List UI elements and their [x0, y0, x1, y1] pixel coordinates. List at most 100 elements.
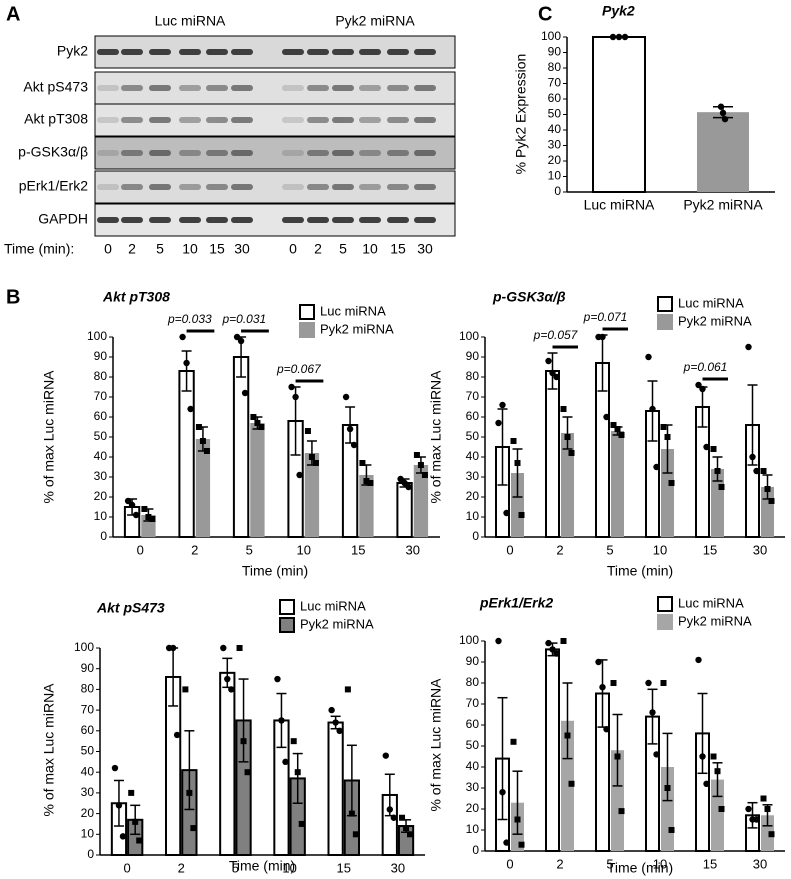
y-tick-label: 50 [94, 429, 108, 443]
data-point [549, 369, 556, 377]
data-point [717, 103, 725, 110]
y-tick-label: 20 [548, 153, 562, 167]
y-tick-label: 30 [466, 469, 480, 483]
time-value: 15 [390, 241, 406, 257]
x-tick-label: 30 [391, 860, 405, 875]
x-tick-label: 30 [753, 856, 767, 871]
data-point [403, 825, 410, 832]
x-tick-label: 30 [753, 542, 767, 557]
blot-band [231, 184, 253, 190]
data-point [745, 805, 752, 813]
blot-row-label: p-GSK3α/β [18, 144, 88, 160]
x-tick-label: 2 [191, 542, 198, 557]
bar [304, 453, 320, 537]
data-point [233, 333, 241, 341]
blot-band [149, 85, 171, 91]
chart-title: pErk1/Erk2 [479, 595, 553, 611]
legend-label: Pyk2 miRNA [300, 616, 374, 631]
data-point [128, 501, 136, 509]
data-point [128, 789, 135, 796]
blot-band [179, 85, 201, 91]
data-point [595, 658, 602, 666]
y-tick-label: 70 [94, 389, 108, 403]
data-point [258, 424, 265, 430]
blot-band [231, 85, 253, 91]
data-point [609, 33, 617, 41]
x-tick-label: 5 [246, 542, 253, 557]
legend-swatch [279, 617, 295, 633]
blot-band [332, 217, 354, 223]
y-tick-label: 40 [466, 449, 480, 463]
data-point [568, 450, 575, 456]
x-tick-label: 2 [556, 856, 563, 871]
blot-band [206, 49, 228, 55]
blot-band [414, 49, 436, 55]
blot-band [414, 117, 436, 123]
p-value: p=0.031 [221, 312, 266, 326]
blot-band [206, 184, 228, 190]
data-point [703, 780, 710, 787]
y-tick-label: 80 [94, 369, 108, 383]
data-point [421, 472, 428, 478]
data-point [553, 373, 560, 381]
data-point [668, 827, 675, 833]
blot-row-label: GAPDH [38, 211, 88, 227]
data-point [599, 684, 606, 691]
time-value: 0 [104, 241, 112, 257]
y-tick-label: 10 [81, 826, 95, 840]
data-point [278, 717, 285, 724]
y-tick-label: 40 [81, 764, 95, 778]
data-point [753, 816, 760, 823]
y-tick-label: 60 [466, 717, 480, 731]
blot-band [332, 150, 354, 156]
data-point [363, 478, 370, 484]
p-value: p=0.057 [533, 328, 579, 342]
blot-band [387, 217, 409, 223]
y-axis-label: % of max Luc miRNA [428, 370, 444, 504]
data-point [618, 808, 625, 815]
data-point [695, 656, 702, 664]
bar [761, 815, 774, 851]
data-point [768, 498, 775, 504]
data-point [149, 516, 156, 522]
bar [561, 720, 574, 851]
p-value: p=0.033 [167, 312, 212, 326]
data-point [179, 333, 186, 341]
data-point [568, 780, 575, 787]
x-tick-label: 10 [653, 856, 667, 871]
data-point [244, 769, 251, 776]
data-point [254, 420, 261, 426]
data-point [695, 381, 702, 389]
data-point [332, 719, 339, 726]
data-point [745, 343, 752, 351]
chart-title: Akt pS473 [96, 600, 165, 616]
data-point [413, 452, 420, 458]
y-tick-label: 90 [94, 349, 108, 363]
data-point [274, 675, 281, 683]
data-point [173, 731, 181, 739]
data-point [308, 454, 315, 460]
blot-band [307, 184, 329, 190]
blot-band [121, 49, 143, 55]
blot-band [282, 49, 304, 55]
blot-band [149, 150, 171, 156]
blot-band [359, 117, 381, 123]
blot-band [121, 184, 143, 190]
data-point [390, 814, 397, 821]
blot-band [206, 85, 228, 91]
time-label: Time (min): [4, 241, 74, 257]
blot-band [206, 150, 228, 156]
data-point [336, 727, 343, 734]
bar [697, 112, 749, 192]
blot-band [231, 49, 253, 55]
y-tick-label: 70 [466, 696, 480, 710]
data-point [510, 438, 517, 444]
data-point [352, 831, 359, 838]
data-point [386, 806, 393, 813]
x-axis-label: Time (min) [242, 563, 308, 579]
data-point [749, 453, 756, 461]
bar [592, 36, 646, 193]
data-point [405, 483, 412, 491]
y-tick-label: 30 [94, 469, 108, 483]
data-point [760, 795, 767, 802]
